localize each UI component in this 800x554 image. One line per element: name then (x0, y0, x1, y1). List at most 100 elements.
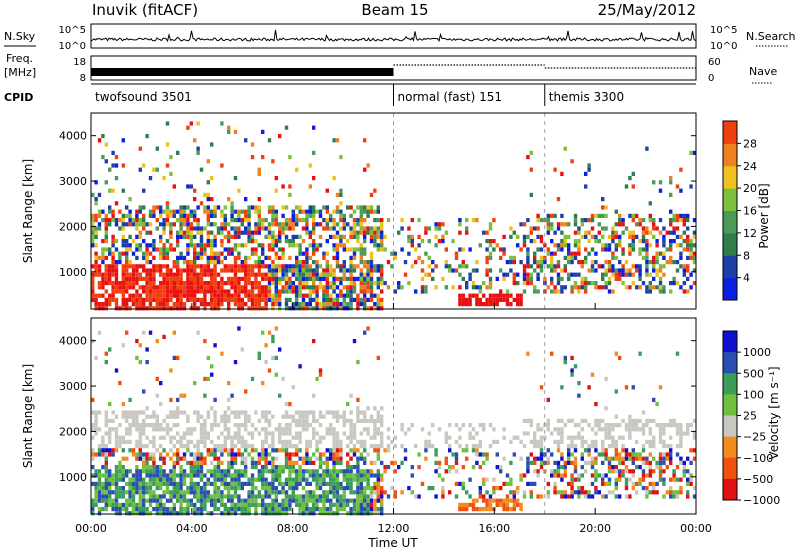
heatmap-cell (414, 444, 418, 449)
heatmap-cell (312, 226, 316, 231)
heatmap-cell (267, 431, 272, 436)
heatmap-cell (512, 272, 516, 277)
heatmap-cell (570, 481, 574, 486)
heatmap-cell (468, 247, 472, 252)
heatmap-cell (261, 297, 265, 302)
heatmap-cell (482, 494, 486, 499)
heatmap-cell (315, 243, 319, 248)
heatmap-cell (247, 502, 251, 507)
heatmap-cell (288, 222, 292, 227)
heatmap-cell (499, 255, 503, 260)
heatmap-cell (165, 473, 170, 478)
heatmap-cell (485, 255, 489, 260)
heatmap-cell (369, 502, 374, 507)
heatmap-cell (560, 435, 564, 440)
heatmap-cell (339, 218, 343, 223)
heatmap-cell (101, 239, 105, 244)
heatmap-cell (573, 230, 578, 235)
heatmap-cell (155, 481, 159, 486)
heatmap-cell (199, 226, 204, 231)
heatmap-cell (121, 138, 125, 143)
heatmap-cell (655, 285, 659, 290)
heatmap-cell (257, 289, 261, 294)
heatmap-cell (298, 469, 302, 474)
heatmap-cell (376, 285, 380, 290)
heatmap-cell (560, 490, 564, 495)
heatmap-cell (244, 289, 248, 294)
heatmap-cell (597, 213, 601, 218)
heatmap-cell (244, 243, 248, 248)
heatmap-cell (94, 297, 98, 302)
heatmap-cell (142, 423, 146, 428)
heatmap-cell (546, 230, 550, 235)
heatmap-cell (444, 469, 448, 474)
heatmap-cell (172, 302, 176, 307)
heatmap-cell (604, 456, 608, 461)
heatmap-cell (230, 393, 234, 398)
heatmap-cell (339, 448, 343, 453)
heatmap-cell (359, 285, 363, 290)
heatmap-cell (165, 218, 170, 223)
heatmap-cell (301, 218, 306, 223)
heatmap-cell (203, 423, 207, 428)
heatmap-cell (417, 243, 421, 248)
velocity-colorbar-swatch (723, 352, 737, 374)
heatmap-cell (210, 364, 214, 369)
heatmap-cell (580, 439, 584, 444)
heatmap-cell (604, 423, 608, 428)
heatmap-cell (400, 423, 404, 428)
heatmap-cell (230, 452, 234, 457)
heatmap-cell (240, 410, 244, 415)
heatmap-cell (274, 473, 278, 478)
heatmap-cell (308, 511, 312, 516)
heatmap-cell (230, 507, 234, 512)
heatmap-cell (240, 486, 244, 491)
heatmap-cell (339, 188, 343, 193)
heatmap-cell (131, 268, 136, 273)
heatmap-cell (291, 418, 295, 423)
heatmap-cell (186, 276, 190, 281)
heatmap-cell (125, 297, 129, 302)
heatmap-cell (142, 427, 146, 432)
heatmap-cell (193, 226, 197, 231)
heatmap-cell (210, 473, 214, 478)
heatmap-cell (665, 465, 669, 470)
heatmap-cell (454, 423, 459, 428)
heatmap-cell (543, 243, 547, 248)
heatmap-cell (352, 247, 357, 252)
heatmap-cell (662, 494, 666, 499)
heatmap-cell (325, 448, 329, 453)
heatmap-cell (240, 439, 244, 444)
heatmap-cell (135, 507, 139, 512)
heatmap-cell (607, 276, 612, 281)
heatmap-cell (645, 243, 649, 248)
xaxis-label: Time UT (367, 536, 418, 550)
heatmap-cell (250, 234, 255, 239)
heatmap-cell (332, 452, 336, 457)
heatmap-cell (366, 418, 370, 423)
heatmap-cell (427, 264, 431, 269)
heatmap-cell (648, 218, 652, 223)
power-colorbar-tick-label: 12 (743, 227, 757, 240)
heatmap-cell (182, 293, 187, 298)
heatmap-cell (536, 456, 540, 461)
heatmap-cell (284, 439, 289, 444)
heatmap-cell (264, 494, 268, 499)
heatmap-cell (182, 230, 187, 235)
heatmap-cell (227, 289, 231, 294)
heatmap-cell (247, 230, 251, 235)
heatmap-cell (346, 511, 350, 516)
heatmap-cell (233, 226, 238, 231)
heatmap-cell (611, 272, 615, 277)
heatmap-cell (675, 465, 680, 470)
heatmap-cell (679, 423, 683, 428)
heatmap-cell (165, 247, 170, 252)
heatmap-cell (577, 247, 581, 252)
heatmap-cell (475, 297, 479, 302)
heatmap-cell (145, 481, 149, 486)
heatmap-cell (349, 226, 353, 231)
heatmap-cell (332, 410, 336, 415)
heatmap-cell (131, 481, 136, 486)
heatmap-cell (488, 276, 493, 281)
heatmap-cell (546, 285, 550, 290)
